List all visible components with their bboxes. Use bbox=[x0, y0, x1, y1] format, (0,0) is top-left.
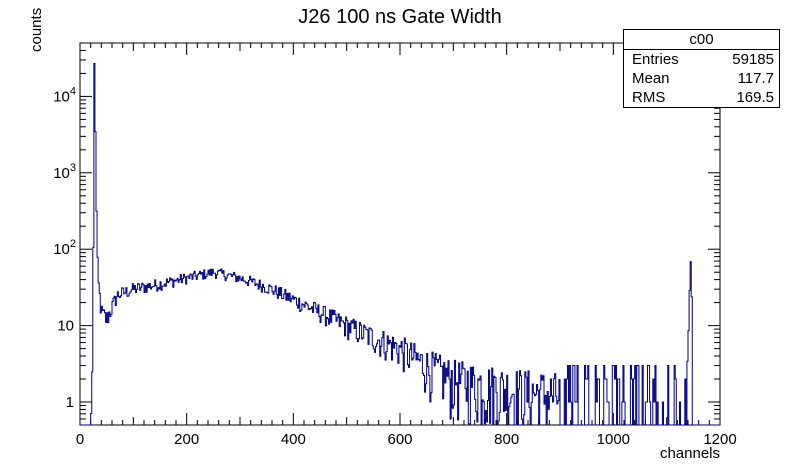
x-tick-label: 800 bbox=[494, 431, 519, 448]
y-tick-label: 104 bbox=[53, 85, 76, 105]
y-tick-label: 1 bbox=[66, 394, 74, 411]
stats-value: 117.7 bbox=[737, 70, 774, 87]
x-tick-label: 0 bbox=[76, 431, 84, 448]
stats-box: c00 Entries 59185 Mean 117.7 RMS 169.5 bbox=[623, 29, 780, 108]
stats-label: Mean bbox=[632, 70, 670, 87]
x-tick-label: 200 bbox=[174, 431, 199, 448]
stats-value: 59185 bbox=[732, 51, 774, 68]
x-axis-label: channels bbox=[659, 445, 720, 462]
y-tick-label: 102 bbox=[53, 238, 76, 258]
stats-row-entries: Entries 59185 bbox=[624, 50, 779, 69]
x-tick-label: 600 bbox=[387, 431, 412, 448]
y-axis-label: counts bbox=[28, 7, 45, 52]
stats-row-rms: RMS 169.5 bbox=[624, 88, 779, 107]
stats-label: Entries bbox=[632, 51, 679, 68]
y-tick-label: 103 bbox=[53, 162, 76, 182]
stats-box-title: c00 bbox=[624, 30, 779, 50]
histogram-series bbox=[80, 62, 720, 426]
x-tick-label: 400 bbox=[281, 431, 306, 448]
x-tick-label: 1200 bbox=[703, 431, 736, 448]
stats-label: RMS bbox=[632, 89, 666, 106]
stats-value: 169.5 bbox=[736, 89, 774, 106]
chart-title: J26 100 ns Gate Width bbox=[298, 6, 502, 28]
y-tick-label: 10 bbox=[57, 318, 74, 335]
stats-row-mean: Mean 117.7 bbox=[624, 69, 779, 88]
x-tick-label: 1000 bbox=[597, 431, 630, 448]
